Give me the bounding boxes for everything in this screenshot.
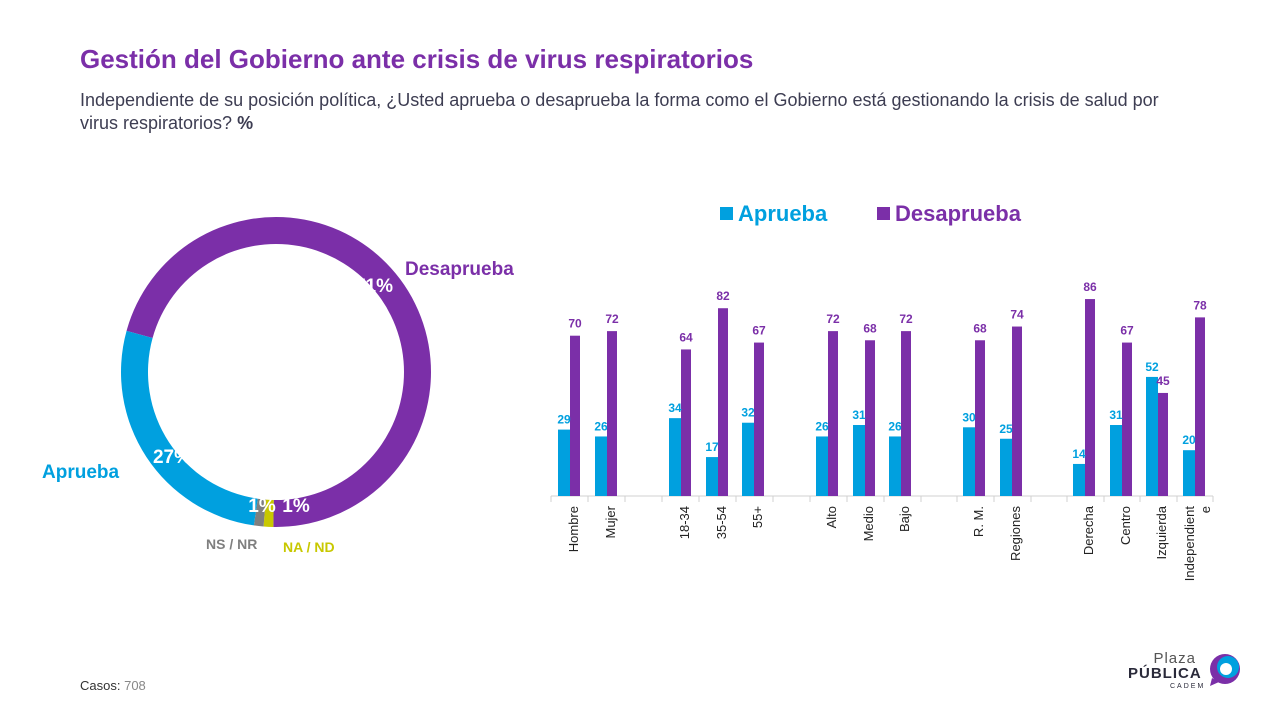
donut-percent-label: 1% — [282, 496, 310, 517]
bar-desaprueba — [1085, 299, 1095, 496]
data-label-desaprueba: 72 — [605, 312, 619, 326]
data-label-desaprueba: 64 — [679, 330, 693, 344]
cases-note: Casos: 708 — [80, 678, 146, 693]
category-label: Derecha — [1081, 505, 1096, 555]
bar-aprueba — [889, 436, 901, 496]
donut-category-label: Desaprueba — [405, 259, 514, 280]
data-label-desaprueba: 86 — [1083, 280, 1097, 294]
bar-desaprueba — [570, 335, 580, 496]
bar-desaprueba — [1122, 342, 1132, 496]
data-label-desaprueba: 78 — [1193, 298, 1207, 312]
donut-slice-aprueba — [120, 330, 258, 526]
category-label: 18-34 — [677, 506, 692, 539]
data-label-aprueba: 25 — [999, 422, 1013, 436]
data-label-desaprueba: 45 — [1156, 374, 1170, 388]
data-label-aprueba: 34 — [668, 401, 682, 415]
data-label-desaprueba: 67 — [752, 324, 766, 338]
bar-aprueba — [742, 422, 754, 496]
donut-percent-label: 71% — [355, 276, 393, 297]
data-label-desaprueba: 82 — [716, 289, 730, 303]
bar-desaprueba — [718, 308, 728, 496]
category-label: Centro — [1118, 506, 1133, 545]
donut-percent-label: 1% — [248, 496, 276, 517]
data-label-desaprueba: 68 — [863, 321, 877, 335]
category-label: 55+ — [750, 506, 765, 528]
data-label-aprueba: 17 — [705, 440, 719, 454]
legend-label-aprueba: Aprueba — [738, 201, 828, 226]
donut-slice-ns-nr — [253, 498, 266, 527]
page-subtitle: Independiente de su posición política, ¿… — [80, 89, 1200, 135]
category-label: Medio — [861, 506, 876, 541]
data-label-aprueba: 29 — [557, 413, 571, 427]
category-label: Izquierda — [1154, 505, 1169, 559]
data-label-aprueba: 32 — [741, 406, 755, 420]
subtitle-question: Independiente de su posición política, ¿… — [80, 90, 1159, 133]
donut-slice-na-nd — [263, 499, 274, 527]
legend-swatch-aprueba — [720, 207, 733, 220]
donut-category-label: NA / ND — [283, 539, 335, 555]
subtitle-unit: % — [237, 113, 254, 133]
data-label-aprueba: 31 — [1109, 408, 1123, 422]
data-label-aprueba: 20 — [1182, 433, 1196, 447]
bar-desaprueba — [681, 349, 691, 496]
bar-desaprueba — [1158, 392, 1168, 496]
logo-line-1: Plaza — [1153, 650, 1196, 667]
bar-desaprueba — [901, 331, 911, 496]
data-label-desaprueba: 72 — [899, 312, 913, 326]
bar-desaprueba — [828, 331, 838, 496]
legend-swatch-desaprueba — [877, 207, 890, 220]
category-label: R. M. — [971, 506, 986, 537]
data-label-aprueba: 14 — [1072, 447, 1086, 461]
logo-line-3: CADEM — [1170, 683, 1206, 690]
category-label: Independient — [1182, 506, 1197, 582]
bar-aprueba — [706, 457, 718, 496]
data-label-desaprueba: 70 — [568, 317, 582, 331]
bar-aprueba — [963, 427, 975, 496]
bar-aprueba — [595, 436, 607, 496]
cases-label: Casos — [80, 678, 117, 693]
speech-bubble-icon — [1210, 654, 1240, 686]
logo-line-2: PÚBLICA — [1128, 665, 1202, 682]
category-label: Mujer — [603, 505, 618, 538]
category-label-continued: e — [1198, 506, 1213, 513]
bar-aprueba — [1110, 425, 1122, 496]
bar-aprueba — [1000, 438, 1012, 496]
donut-category-label: NS / NR — [206, 536, 257, 552]
category-label: Alto — [824, 506, 839, 528]
bar-desaprueba — [1012, 326, 1022, 496]
bar-aprueba — [1146, 376, 1158, 496]
bar-aprueba — [669, 418, 681, 496]
data-label-aprueba: 52 — [1145, 360, 1159, 374]
category-label: 35-54 — [714, 506, 729, 539]
bar-aprueba — [1183, 450, 1195, 496]
category-label: Hombre — [566, 506, 581, 552]
cases-value: 708 — [124, 678, 146, 693]
data-label-aprueba: 31 — [852, 408, 866, 422]
bar-desaprueba — [975, 340, 985, 496]
bar-aprueba — [1073, 463, 1085, 496]
legend-label-desaprueba: Desaprueba — [895, 201, 1022, 226]
bar-desaprueba — [1195, 317, 1205, 496]
plaza-publica-logo: Plaza PÚBLICA CADEM — [1124, 648, 1254, 693]
bar-aprueba — [853, 425, 865, 496]
data-label-aprueba: 26 — [594, 419, 608, 433]
data-label-aprueba: 30 — [962, 410, 976, 424]
bar-desaprueba — [754, 342, 764, 496]
category-label: Bajo — [897, 506, 912, 532]
data-label-desaprueba: 72 — [826, 312, 840, 326]
bar-aprueba — [816, 436, 828, 496]
category-label: Regiones — [1008, 506, 1023, 561]
bar-desaprueba — [865, 340, 875, 496]
data-label-desaprueba: 74 — [1010, 308, 1024, 322]
data-label-aprueba: 26 — [888, 419, 902, 433]
bar-desaprueba — [607, 331, 617, 496]
donut-percent-label: 27% — [153, 447, 191, 468]
data-label-desaprueba: 68 — [973, 321, 987, 335]
bar-aprueba — [558, 429, 570, 496]
data-label-desaprueba: 67 — [1120, 324, 1134, 338]
data-label-aprueba: 26 — [815, 419, 829, 433]
page-title: Gestión del Gobierno ante crisis de viru… — [80, 44, 754, 74]
donut-category-label: Aprueba — [42, 462, 120, 483]
